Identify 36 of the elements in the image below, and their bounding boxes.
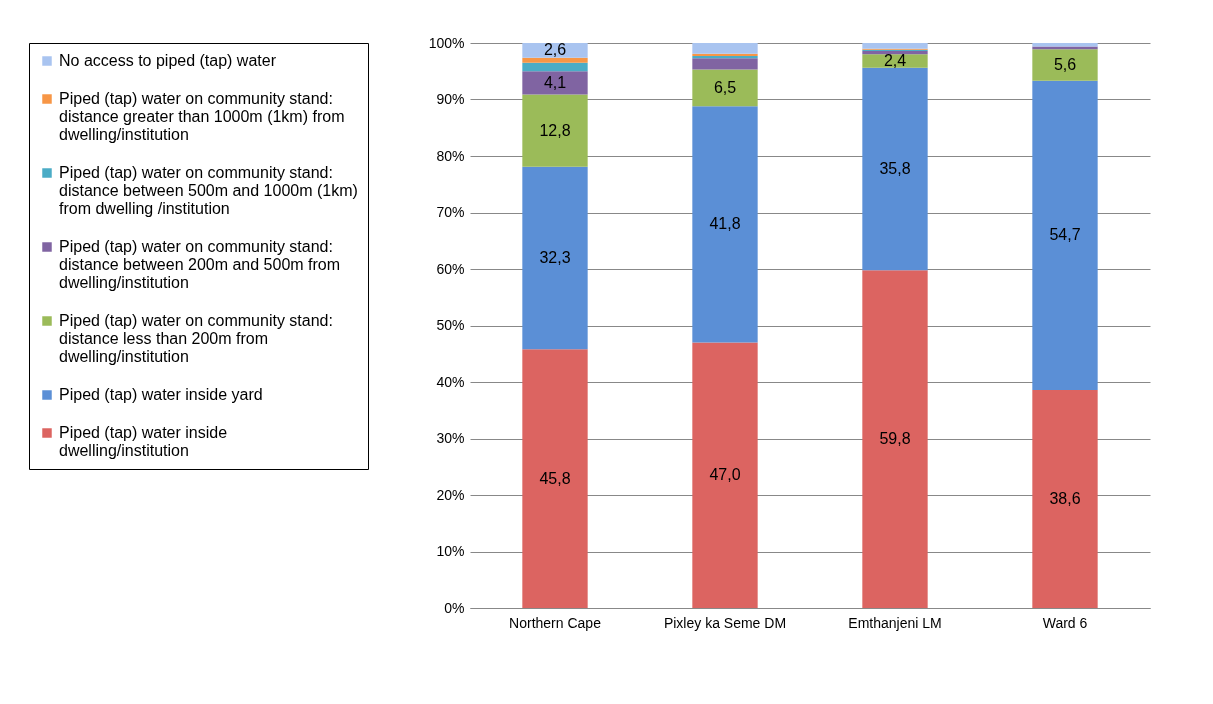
y-tick-label: 70% — [436, 204, 465, 220]
y-tick-label: 50% — [436, 317, 465, 333]
y-tick-label: 40% — [436, 373, 465, 390]
data-label: 59,8 — [879, 430, 911, 448]
data-label: 2,4 — [883, 52, 907, 70]
data-label: 41,8 — [709, 215, 741, 233]
data-label: 47,0 — [709, 466, 741, 484]
legend-label: No access to piped (tap) water — [59, 52, 277, 69]
data-label: 54,7 — [1049, 226, 1081, 244]
legend-label: Piped (tap) water on community stand: distance between 500m and 1000m (1km) from dwelling /institution — [59, 164, 358, 217]
legend-label: Piped (tap) water on community stand: distance greater than 1000m (1km) from dwelling/institution — [59, 90, 345, 143]
legend-label: Piped (tap) water on community stand: distance between 200m and 500m from dwelling/institution — [59, 238, 341, 291]
legend-label: Piped (tap) water on community stand: distance less than 200m from dwelling/institution — [59, 312, 333, 365]
x-tick-label: Pixley ka Seme DM — [663, 614, 787, 631]
y-tick-label: 80% — [436, 147, 465, 164]
data-label: 35,8 — [879, 159, 911, 177]
x-tick-label: Northern Cape — [509, 614, 602, 631]
data-label: 32,3 — [539, 248, 571, 266]
y-tick-label: 0% — [444, 599, 465, 616]
y-tick-label: 60% — [436, 260, 465, 277]
data-label: 4,1 — [543, 73, 567, 91]
data-label: 6,5 — [713, 78, 737, 96]
data-label: 5,6 — [1053, 56, 1077, 74]
data-label: 12,8 — [539, 121, 571, 139]
data-label: 45,8 — [539, 469, 571, 487]
legend-label: Piped (tap) water inside dwelling/institution — [59, 424, 228, 459]
y-tick-label: 90% — [436, 91, 465, 107]
legend-label: Piped (tap) water inside yard — [59, 386, 263, 403]
x-tick-label: Emthanjeni LM — [848, 614, 942, 631]
x-tick-label: Ward 6 — [1042, 614, 1088, 631]
y-tick-label: 20% — [436, 486, 465, 503]
y-tick-label: 30% — [436, 430, 465, 446]
data-label: 38,6 — [1049, 489, 1081, 507]
y-tick-label: 10% — [436, 543, 465, 559]
y-tick-label: 100% — [428, 34, 465, 51]
data-label: 2,6 — [543, 41, 567, 59]
